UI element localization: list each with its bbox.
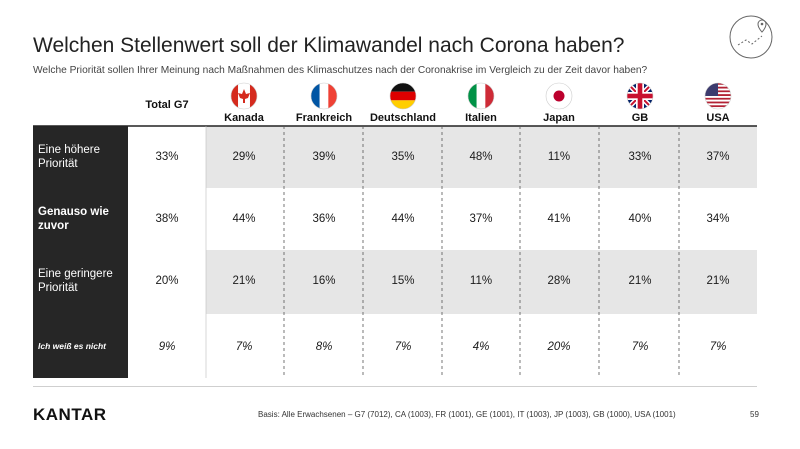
data-label: 39% xyxy=(312,151,335,163)
row-label: Genauso wie zuvor xyxy=(38,206,109,232)
data-label: 37% xyxy=(706,151,729,163)
column-header: Kanada xyxy=(224,112,265,124)
data-label: 37% xyxy=(469,213,492,225)
footer-divider xyxy=(33,386,757,387)
data-label: 41% xyxy=(547,213,570,225)
page-subtitle: Welche Priorität sollen Ihrer Meinung na… xyxy=(33,65,648,76)
data-label: 11% xyxy=(470,275,492,287)
basis-note: Basis: Alle Erwachsenen – G7 (7012), CA … xyxy=(258,410,676,419)
data-label: 34% xyxy=(706,213,729,225)
data-label: 44% xyxy=(391,213,414,225)
page-number: 59 xyxy=(750,410,759,419)
data-label: 15% xyxy=(391,275,414,287)
uk-flag-icon xyxy=(626,82,654,110)
data-label: 29% xyxy=(232,151,255,163)
data-label: 11% xyxy=(548,151,570,163)
data-label: 44% xyxy=(232,213,255,225)
column-header: Total G7 xyxy=(145,99,188,111)
column-header: Japan xyxy=(543,112,575,124)
usa-flag-icon xyxy=(704,82,732,110)
data-label: 21% xyxy=(628,275,651,287)
row-label: Ich weiß es nicht xyxy=(38,341,107,351)
page-title: Welchen Stellenwert soll der Klimawandel… xyxy=(33,34,625,57)
data-label: 7% xyxy=(236,341,253,353)
data-label: 8% xyxy=(316,341,333,353)
row-label: Eine geringere Priorität xyxy=(38,268,113,294)
japan-flag-icon xyxy=(545,82,573,110)
column-header: GB xyxy=(632,112,649,124)
data-label: 7% xyxy=(710,341,727,353)
column-header: Deutschland xyxy=(370,112,436,124)
row-label: Eine höhere Priorität xyxy=(38,144,100,170)
data-label: 36% xyxy=(312,213,335,225)
data-label: 20% xyxy=(546,341,570,353)
data-label: 33% xyxy=(155,151,178,163)
data-label: 35% xyxy=(391,151,414,163)
data-label: 48% xyxy=(469,151,492,163)
map-pin-icon xyxy=(729,15,773,59)
data-label: 33% xyxy=(628,151,651,163)
kantar-logo: KANTAR xyxy=(33,405,107,424)
canada-flag-icon xyxy=(230,82,258,110)
row-shade xyxy=(206,250,757,314)
column-header: USA xyxy=(706,112,729,124)
data-label: 38% xyxy=(155,213,178,225)
data-label: 9% xyxy=(159,341,176,353)
data-label: 40% xyxy=(628,213,651,225)
italy-flag-icon xyxy=(467,82,495,110)
data-label: 7% xyxy=(632,341,649,353)
row-label-column xyxy=(33,126,128,378)
column-header: Frankreich xyxy=(296,112,353,124)
column-header: Italien xyxy=(465,112,497,124)
row-shade xyxy=(206,126,757,188)
data-label: 4% xyxy=(473,341,490,353)
france-flag-icon xyxy=(310,82,338,110)
data-label: 16% xyxy=(312,275,335,287)
data-label: 21% xyxy=(706,275,729,287)
data-label: 21% xyxy=(232,275,255,287)
data-label: 7% xyxy=(395,341,412,353)
germany-flag-icon xyxy=(389,82,417,110)
data-label: 28% xyxy=(547,275,570,287)
data-label: 20% xyxy=(155,275,178,287)
